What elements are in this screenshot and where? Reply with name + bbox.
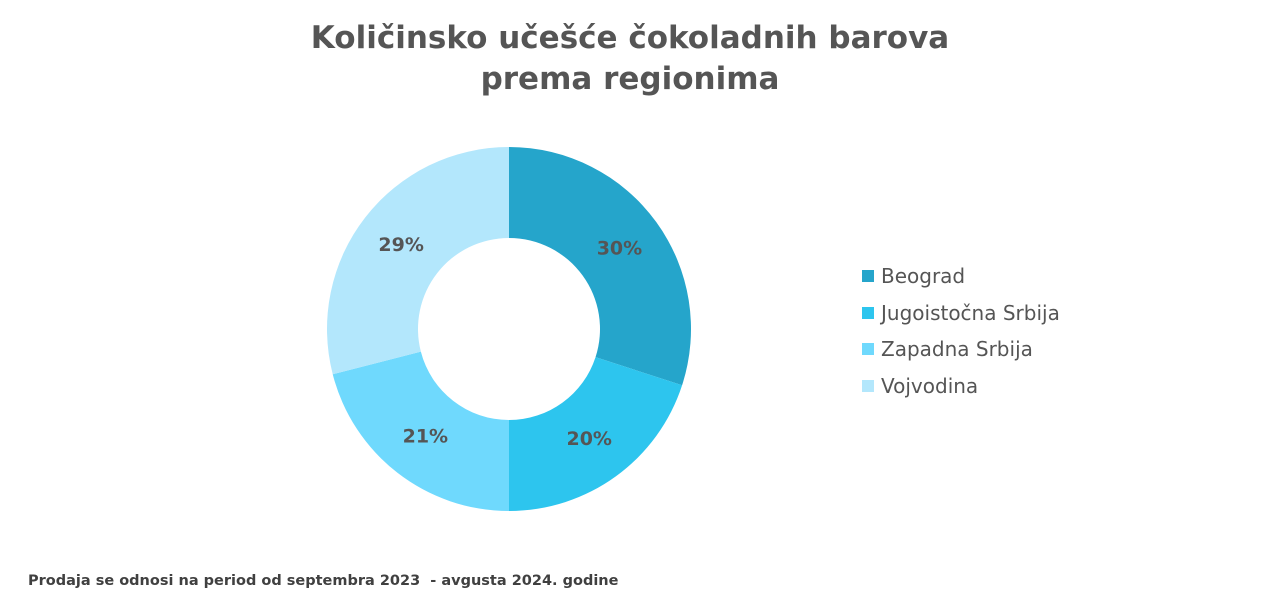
data-label-zapadna-srbija: 21% — [403, 425, 448, 447]
chart-title-line-2: prema regionima — [480, 61, 780, 97]
slice-vojvodina — [327, 147, 509, 375]
slice-beograd — [509, 147, 691, 386]
chart-title-line-1: Količinsko učešće čokoladnih barova — [310, 20, 950, 56]
legend-swatch — [862, 343, 874, 356]
footnote: Prodaja se odnosi na period od septembra… — [28, 573, 619, 589]
legend-label: Jugoistočna Srbija — [881, 300, 1060, 325]
legend-item: Jugoistočna Srbija — [862, 295, 1060, 332]
slice-zapadna-srbija — [332, 351, 509, 511]
data-label-jugoistočna-srbija: 20% — [566, 428, 611, 450]
legend-item: Zapadna Srbija — [862, 331, 1060, 368]
legend-swatch — [862, 379, 874, 392]
legend-label: Zapadna Srbija — [881, 337, 1033, 362]
legend-label: Vojvodina — [881, 373, 979, 398]
legend-swatch — [862, 306, 874, 319]
legend-item: Beograd — [862, 258, 1060, 295]
data-label-vojvodina: 29% — [378, 234, 423, 256]
chart-legend: Beograd Jugoistočna Srbija Zapadna Srbija V… — [862, 258, 1060, 404]
slice-jugoistočna-srbija — [509, 357, 683, 511]
legend-label: Beograd — [881, 264, 966, 289]
chart-title: Količinsko učešće čokoladnih barova prem… — [0, 18, 1260, 100]
legend-item: Vojvodina — [862, 368, 1060, 405]
data-label-beograd: 30% — [597, 237, 642, 259]
legend-swatch — [862, 270, 874, 283]
donut-chart: 30% 20% 21% 29% — [327, 147, 691, 511]
